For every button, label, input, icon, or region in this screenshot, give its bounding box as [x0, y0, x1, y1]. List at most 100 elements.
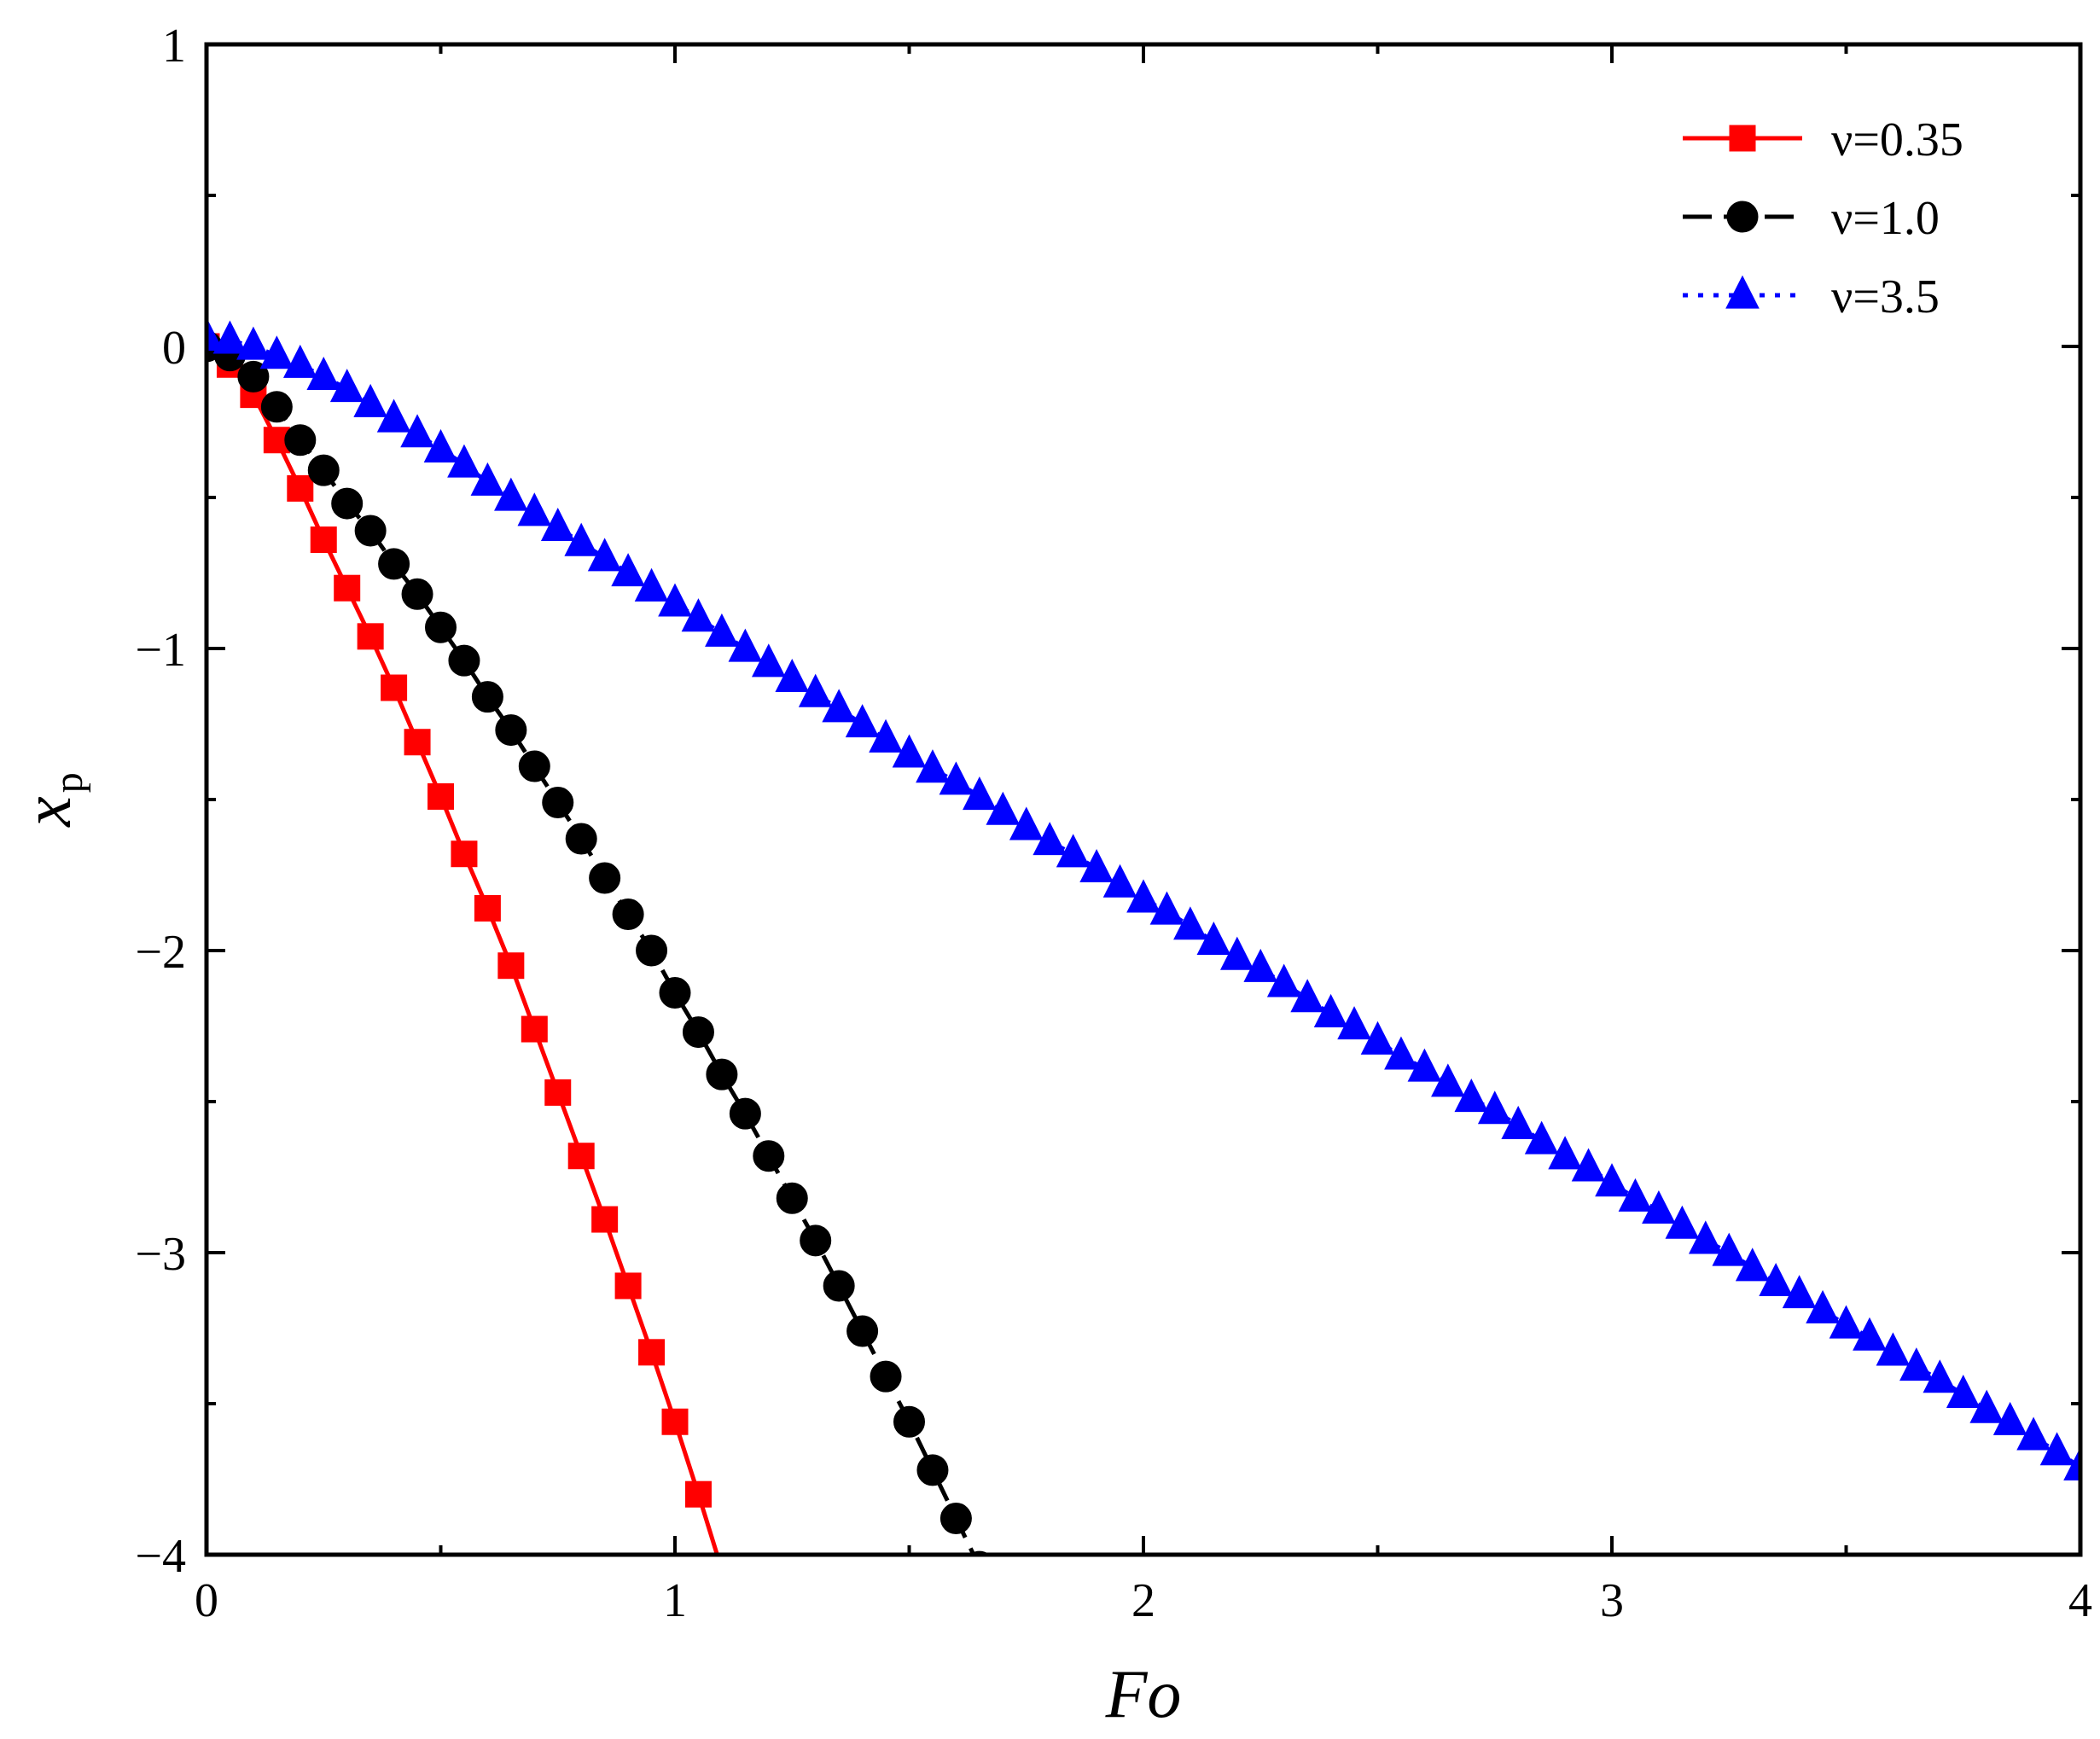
data-point [517, 492, 552, 526]
data-point [870, 1360, 902, 1393]
data-point [1384, 1036, 1418, 1070]
data-point [470, 462, 505, 496]
data-point [307, 454, 340, 486]
data-point [1548, 1136, 1582, 1170]
data-point [1290, 979, 1324, 1013]
data-point [636, 934, 668, 967]
legend-entry: ν=1.0 [1683, 192, 1940, 245]
data-point [329, 369, 364, 403]
data-point [1618, 1178, 1653, 1212]
data-point [1102, 864, 1137, 898]
data-point [381, 674, 408, 701]
legend-marker [1726, 201, 1759, 233]
data-point [567, 1143, 595, 1170]
data-point [659, 977, 691, 1009]
data-point [259, 335, 294, 369]
data-point [869, 718, 903, 753]
data-point [589, 862, 621, 894]
data-point [846, 1315, 879, 1347]
y-tick-label: −3 [135, 1228, 186, 1281]
data-point [400, 414, 434, 448]
y-tick-label: −1 [135, 624, 186, 677]
legend-marker [1729, 125, 1756, 152]
data-point [1149, 891, 1184, 925]
data-point [334, 574, 361, 602]
x-tick-label: 3 [1600, 1574, 1624, 1627]
data-point [260, 391, 293, 423]
y-tick-label: 0 [162, 322, 186, 375]
data-point [845, 704, 880, 738]
series-triangle [207, 317, 2080, 1480]
data-point [612, 899, 644, 931]
data-point [471, 681, 503, 713]
data-point [401, 578, 433, 610]
plot-frame [204, 42, 2083, 1557]
data-point [237, 360, 270, 393]
data-point [354, 515, 387, 547]
data-point [1266, 963, 1301, 997]
data-point [1806, 1289, 1840, 1323]
data-point [987, 1600, 1018, 1631]
data-point [425, 611, 457, 643]
data-point [1407, 1048, 1442, 1082]
data-point [1992, 1401, 2027, 1435]
data-point [495, 714, 527, 747]
legend-label: ν=1.0 [1831, 192, 1940, 245]
data-point [1524, 1120, 1559, 1154]
x-axis-title: Fo [1105, 1657, 1182, 1732]
legend-label: ν=0.35 [1831, 113, 1963, 166]
data-point [284, 424, 317, 457]
data-point [1665, 1205, 1700, 1239]
data-point [706, 1058, 738, 1091]
data-point [1033, 822, 1067, 856]
x-tick-label: 1 [663, 1574, 687, 1627]
y-tick-label: 1 [162, 20, 186, 73]
data-point [2016, 1416, 2051, 1451]
data-point [892, 734, 927, 768]
y-axis-title: xp [10, 772, 91, 828]
data-point [542, 787, 574, 819]
data-point [1712, 1232, 1747, 1266]
data-point [1243, 948, 1278, 982]
data-point [1173, 906, 1207, 940]
data-point [1196, 921, 1231, 955]
legend-entry: ν=3.5 [1683, 270, 1940, 323]
data-point [1759, 1262, 1793, 1297]
data-point [634, 567, 669, 602]
data-point [428, 782, 454, 810]
data-point [1876, 1332, 1911, 1366]
data-point [775, 658, 810, 693]
data-point [2063, 1446, 2080, 1480]
data-point [916, 1454, 949, 1486]
data-point [1595, 1163, 1629, 1197]
data-point [1829, 1305, 1864, 1339]
legend-entry: ν=0.35 [1683, 113, 1963, 166]
data-point [705, 613, 739, 647]
data-point [497, 952, 525, 980]
series-circle [207, 330, 1042, 1678]
data-point [1011, 1648, 1042, 1678]
y-tick-label: −4 [135, 1530, 186, 1583]
data-point [638, 1339, 666, 1366]
data-point [1431, 1063, 1465, 1097]
data-point [823, 1270, 855, 1302]
data-point [1923, 1359, 1957, 1393]
data-point [986, 791, 1021, 825]
data-point [587, 538, 622, 572]
data-point [916, 749, 950, 783]
data-point [682, 1016, 714, 1049]
data-point [728, 628, 763, 662]
data-point [1219, 936, 1254, 970]
data-point [564, 522, 599, 556]
data-point [1501, 1105, 1536, 1139]
data-point [207, 317, 224, 351]
data-point [658, 583, 692, 617]
y-axis-title-main: x [10, 796, 85, 828]
data-point [893, 1405, 925, 1438]
data-point [357, 623, 384, 650]
data-point [709, 1557, 735, 1583]
data-point [376, 398, 411, 433]
data-point [1056, 834, 1091, 868]
x-tick-label: 0 [195, 1574, 218, 1627]
